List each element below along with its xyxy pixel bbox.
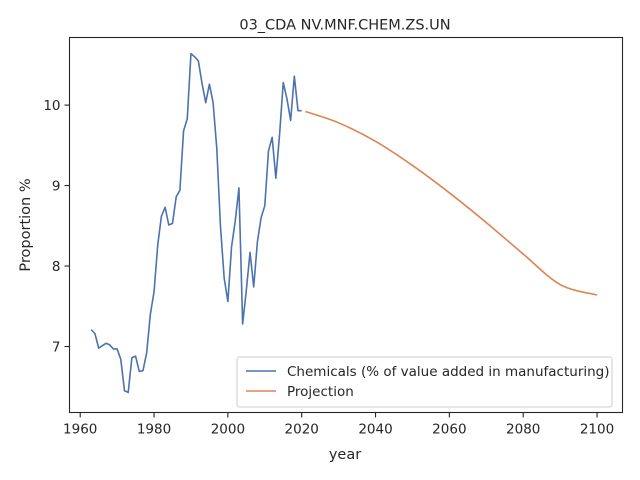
- x-tick-label: 2020: [285, 422, 319, 438]
- plot-frame: [68, 36, 624, 414]
- legend-box: [236, 356, 613, 408]
- series-line-projection: [305, 110, 598, 296]
- series-lines: [90, 52, 598, 394]
- x-tick-label: 1960: [63, 422, 97, 438]
- axis-ticks: 1960 1980 2000 2020 2040 2060 2080 2100 7 8 9 10: [43, 98, 614, 437]
- y-tick-label: 10: [43, 98, 60, 114]
- legend-label-chemicals: Chemicals (% of value added in manufactu…: [287, 364, 610, 380]
- y-axis-label: Proportion %: [18, 178, 34, 271]
- x-tick-label: 2100: [580, 422, 614, 438]
- y-tick-label: 7: [52, 340, 61, 356]
- x-tick-label: 2000: [211, 422, 245, 438]
- legend: Chemicals (% of value added in manufactu…: [236, 356, 613, 408]
- x-tick-label: 2040: [358, 422, 392, 438]
- x-tick-label: 2080: [506, 422, 540, 438]
- series-line-chemicals: [90, 52, 302, 394]
- y-tick-label: 8: [52, 259, 61, 275]
- x-tick-label: 2060: [432, 422, 466, 438]
- y-tick-label: 9: [52, 179, 61, 195]
- x-axis-label: year: [329, 447, 361, 463]
- chart-title: 03_CDA NV.MNF.CHEM.ZS.UN: [239, 18, 450, 34]
- legend-label-projection: Projection: [287, 384, 354, 400]
- x-tick-label: 1980: [137, 422, 171, 438]
